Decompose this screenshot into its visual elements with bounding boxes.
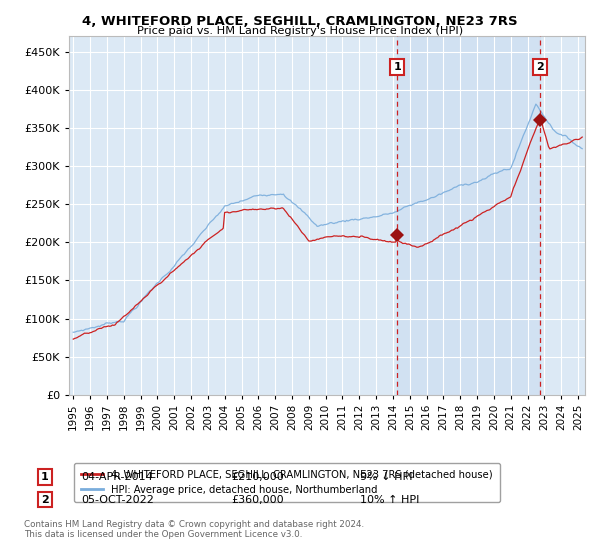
Text: 2: 2 — [41, 494, 49, 505]
Text: £210,000: £210,000 — [231, 472, 284, 482]
Text: Contains HM Land Registry data © Crown copyright and database right 2024.: Contains HM Land Registry data © Crown c… — [24, 520, 364, 529]
Text: 1: 1 — [41, 472, 49, 482]
Text: 1: 1 — [393, 62, 401, 72]
Text: This data is licensed under the Open Government Licence v3.0.: This data is licensed under the Open Gov… — [24, 530, 302, 539]
Text: £360,000: £360,000 — [231, 494, 284, 505]
Text: 4, WHITEFORD PLACE, SEGHILL, CRAMLINGTON, NE23 7RS: 4, WHITEFORD PLACE, SEGHILL, CRAMLINGTON… — [82, 15, 518, 28]
Text: 9% ↓ HPI: 9% ↓ HPI — [360, 472, 413, 482]
Legend: 4, WHITEFORD PLACE, SEGHILL, CRAMLINGTON, NE23 7RS (detached house), HPI: Averag: 4, WHITEFORD PLACE, SEGHILL, CRAMLINGTON… — [74, 463, 500, 502]
Text: 10% ↑ HPI: 10% ↑ HPI — [360, 494, 419, 505]
Text: 2: 2 — [536, 62, 544, 72]
Text: Price paid vs. HM Land Registry's House Price Index (HPI): Price paid vs. HM Land Registry's House … — [137, 26, 463, 36]
Text: 05-OCT-2022: 05-OCT-2022 — [81, 494, 154, 505]
Bar — [397, 36, 540, 395]
Text: 04-APR-2014: 04-APR-2014 — [81, 472, 153, 482]
